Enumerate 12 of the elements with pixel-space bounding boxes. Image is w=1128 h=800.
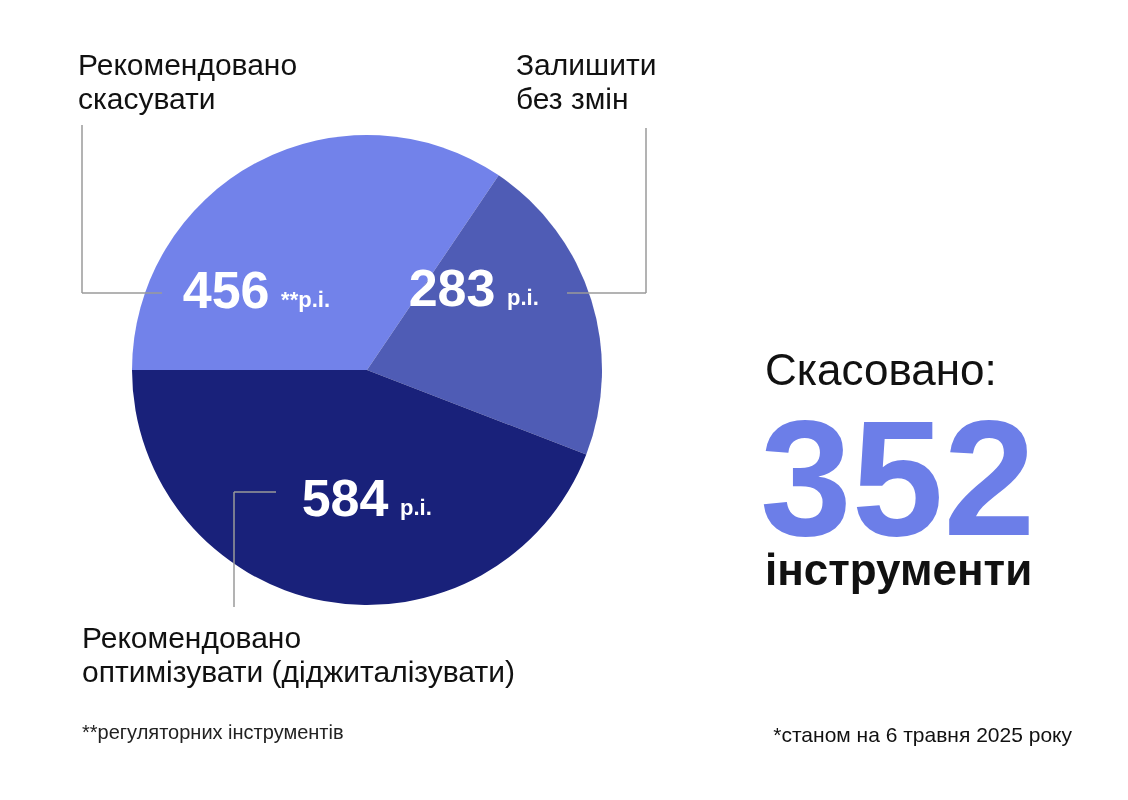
pie-slice — [367, 175, 602, 455]
text: *станом на 6 травня 2025 року — [773, 723, 1073, 746]
slice-label: Рекомендовано скасувати — [78, 48, 298, 115]
data-label: 456 **р.і. — [182, 260, 330, 319]
pie-slice — [132, 370, 587, 605]
data-label: 283 р.і. — [408, 259, 539, 318]
slice-label: Рекомендовано оптимізувати (діджиталізувати) — [82, 621, 515, 688]
text: **регуляторних інструментів — [82, 721, 344, 743]
text: Скасовано: — [765, 345, 997, 394]
pie-slice — [132, 135, 499, 370]
data-label: 584 р.і. — [301, 469, 432, 527]
slice-label: Залишити без змін — [516, 48, 657, 115]
